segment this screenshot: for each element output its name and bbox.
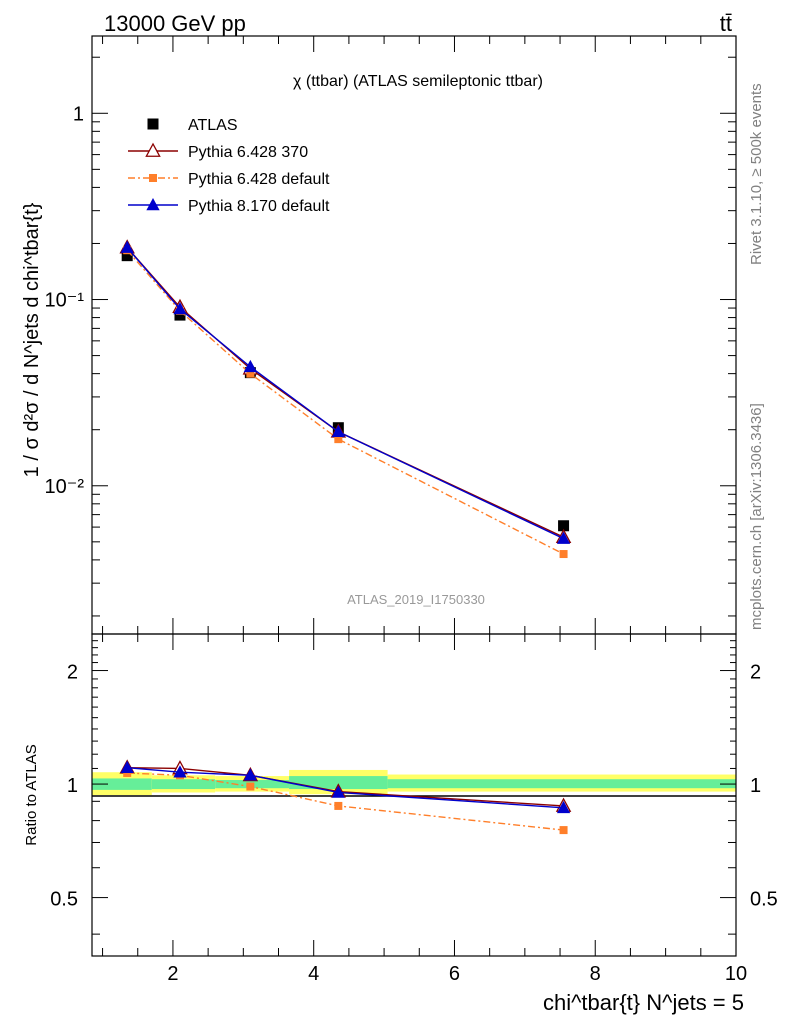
data-point bbox=[174, 309, 186, 321]
data-point bbox=[556, 531, 571, 544]
legend-marker bbox=[145, 142, 161, 157]
ratio-plot-panel: 2 2 1 1 0.5 0.5 2 4 6 8 10 Ratio to ATLAS chi^tbar… bbox=[23, 633, 778, 1015]
data-point bbox=[243, 359, 258, 373]
ratio-point bbox=[173, 765, 187, 778]
series-pythia-8-170-default bbox=[120, 240, 571, 544]
ratio-x-tick-label: 6 bbox=[449, 963, 460, 985]
header-left: 13000 GeV pp bbox=[104, 11, 246, 36]
legend-label: Pythia 6.428 default bbox=[188, 171, 330, 188]
ratio-series-pythia-8-170-default bbox=[120, 760, 571, 814]
data-point bbox=[173, 301, 187, 315]
rivet-label: Rivet 3.1.10, ≥ 500k events bbox=[748, 83, 765, 265]
main-axis-ticks: 1 10⁻¹ 10⁻² bbox=[45, 36, 737, 634]
ratio-y-tick-label: 0.5 bbox=[50, 889, 78, 911]
ratio-axis-ticks: 2 2 1 1 0.5 0.5 2 4 6 8 10 bbox=[50, 634, 778, 985]
ratio-plot-frame bbox=[91, 633, 737, 957]
main-plot-panel: 1 10⁻¹ 10⁻² χ (ttbar) (ATLAS semileptonic … bbox=[21, 35, 737, 635]
ratio-point bbox=[559, 826, 568, 835]
data-point bbox=[331, 424, 345, 438]
mcplots-label: mcplots.cern.ch [arXiv:1306.3436] bbox=[748, 403, 765, 630]
data-point bbox=[246, 369, 255, 378]
data-point bbox=[334, 435, 343, 444]
ratio-point bbox=[331, 785, 345, 798]
ratio-point bbox=[556, 800, 571, 814]
main-plot-title: χ (ttbar) (ATLAS semileptonic ttbar) bbox=[293, 73, 543, 90]
ratio-point bbox=[123, 768, 132, 777]
ratio-point bbox=[120, 760, 134, 773]
ratio-y-tick-label-right: 0.5 bbox=[750, 889, 778, 911]
ratio-y-tick-label: 1 bbox=[67, 775, 78, 797]
legend: ATLAS Pythia 6.428 370 Pythia 6.428 defaul… bbox=[128, 117, 330, 215]
header-right: tt̄ bbox=[720, 11, 732, 36]
main-y-tick-label: 1 bbox=[73, 103, 84, 125]
watermark: ATLAS_2019_I1750330 bbox=[347, 592, 485, 607]
legend-marker bbox=[147, 118, 159, 130]
legend-label: ATLAS bbox=[188, 117, 238, 134]
ratio-y-tick-label-right: 1 bbox=[750, 775, 761, 797]
ratio-point bbox=[246, 782, 255, 791]
legend-label: Pythia 8.170 default bbox=[188, 198, 330, 215]
ratio-series-group bbox=[119, 759, 572, 835]
main-y-tick-label: 10⁻² bbox=[45, 476, 85, 498]
ratio-x-tick-label: 8 bbox=[590, 963, 601, 985]
data-point bbox=[559, 550, 568, 559]
legend-marker bbox=[149, 174, 157, 182]
data-point bbox=[121, 250, 133, 262]
ratio-point bbox=[334, 801, 343, 810]
x-axis-label: chi^tbar{t} N^jets = 5 bbox=[543, 990, 744, 1015]
band-inner bbox=[387, 779, 736, 789]
data-point bbox=[120, 240, 134, 253]
main-plot-bands bbox=[92, 36, 736, 634]
ratio-y-axis-label: Ratio to ATLAS bbox=[23, 744, 40, 845]
ratio-y-tick-label: 2 bbox=[67, 662, 78, 684]
legend-label: Pythia 6.428 370 bbox=[188, 144, 308, 161]
data-point bbox=[558, 520, 570, 532]
ratio-x-tick-label: 2 bbox=[167, 963, 178, 985]
band-inner bbox=[151, 779, 216, 790]
legend-marker bbox=[146, 198, 160, 211]
main-y-tick-label: 10⁻¹ bbox=[45, 290, 85, 312]
main-series-group bbox=[119, 239, 572, 559]
main-y-axis-label: 1 / σ d²σ / d N^jets d chi^tbar{t} bbox=[21, 202, 43, 477]
ratio-point bbox=[243, 768, 258, 781]
band-inner bbox=[289, 776, 388, 790]
ratio-x-tick-label: 4 bbox=[308, 963, 319, 985]
ratio-x-tick-label: 10 bbox=[725, 963, 747, 985]
ratio-y-tick-label-right: 2 bbox=[750, 662, 761, 684]
band-inner bbox=[92, 778, 152, 790]
ratio-uncertainty-bands bbox=[92, 769, 736, 796]
